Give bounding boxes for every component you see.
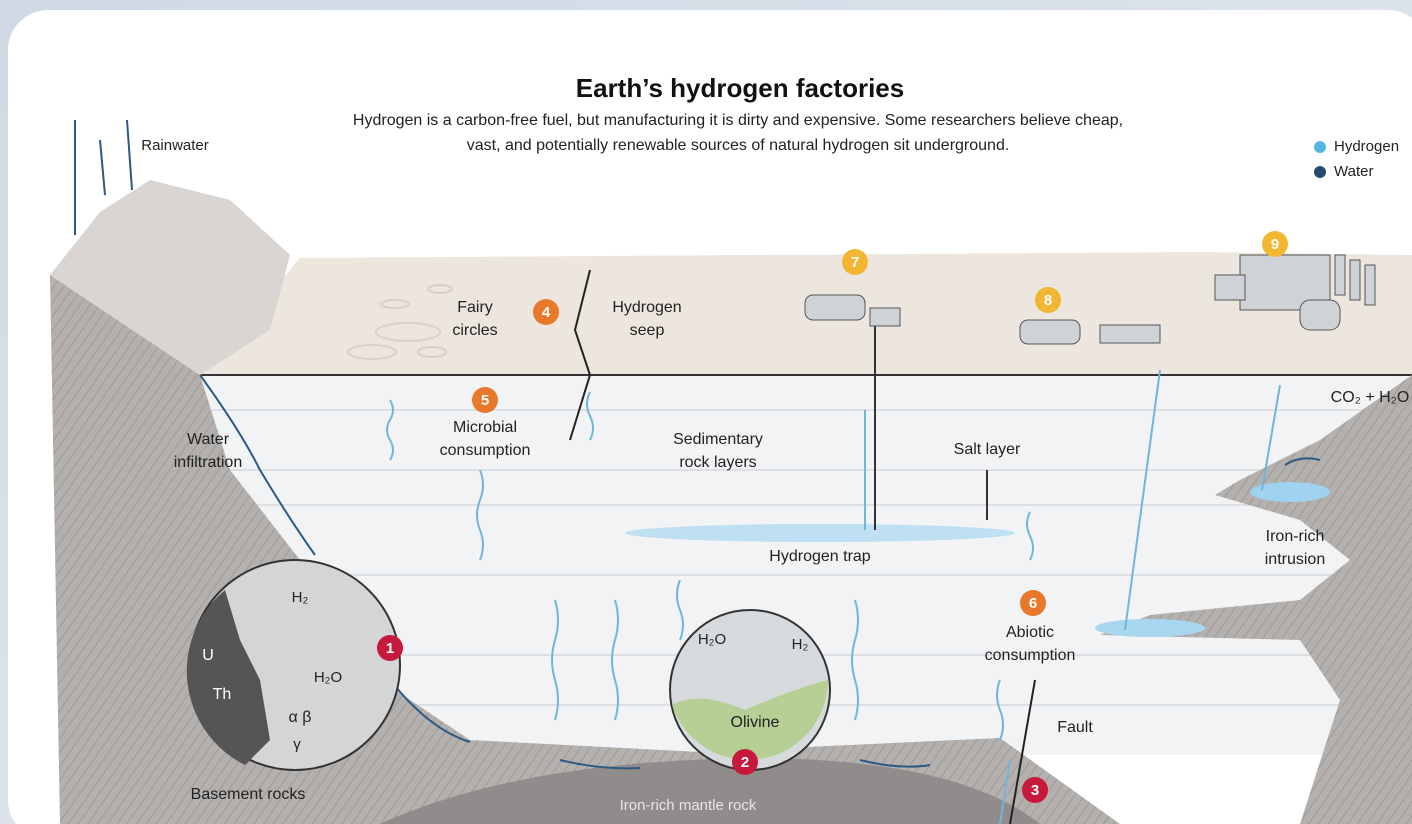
marker-number: 5 [481, 392, 489, 409]
label: Fairy [457, 299, 493, 316]
label: Microbial [453, 419, 517, 436]
marker-number: 8 [1044, 292, 1052, 309]
label: Rainwater [141, 137, 209, 154]
subtitle-line: Hydrogen is a carbon-free fuel, but manu… [353, 112, 1123, 129]
label: U [202, 647, 214, 664]
label: rock layers [679, 454, 756, 471]
label: infiltration [174, 454, 242, 471]
legend-swatch [1314, 141, 1326, 153]
label: H₂O [314, 669, 342, 686]
label: α β [289, 709, 312, 726]
label: CO₂ + H₂O [1331, 389, 1410, 406]
label: Olivine [731, 714, 780, 731]
legend-swatch [1314, 166, 1326, 178]
subtitle-line: vast, and potentially renewable sources … [467, 137, 1010, 154]
label: Hydrogen [612, 299, 681, 316]
title: Earth’s hydrogen factories [576, 73, 904, 103]
label: Salt layer [954, 441, 1021, 458]
label: γ [293, 736, 301, 753]
label: Fault [1057, 719, 1093, 736]
label: consumption [985, 647, 1076, 664]
marker-number: 1 [386, 640, 394, 657]
legend-label: Water [1334, 163, 1373, 180]
marker-number: 7 [851, 254, 859, 271]
label: seep [630, 322, 665, 339]
label: Basement rocks [191, 786, 306, 803]
marker-number: 6 [1029, 595, 1037, 612]
label: Th [213, 686, 232, 703]
label: H₂ [292, 589, 309, 606]
label: H₂O [698, 631, 726, 648]
marker-number: 3 [1031, 782, 1039, 799]
marker-number: 2 [741, 754, 749, 771]
label: H₂ [792, 636, 809, 653]
marker-number: 9 [1271, 236, 1279, 253]
label: consumption [440, 442, 531, 459]
label: circles [452, 322, 497, 339]
diagram: Earth’s hydrogen factories Hydrogen is a… [0, 0, 1412, 824]
label: Hydrogen trap [769, 548, 870, 565]
marker-number: 4 [542, 304, 551, 321]
label: Iron-rich [1266, 528, 1325, 545]
label: Iron-rich mantle rock [620, 797, 757, 814]
label: Water [187, 431, 230, 448]
label: Abiotic [1006, 624, 1054, 641]
label: Sedimentary [673, 431, 763, 448]
legend-label: Hydrogen [1334, 138, 1399, 155]
label: intrusion [1265, 551, 1325, 568]
